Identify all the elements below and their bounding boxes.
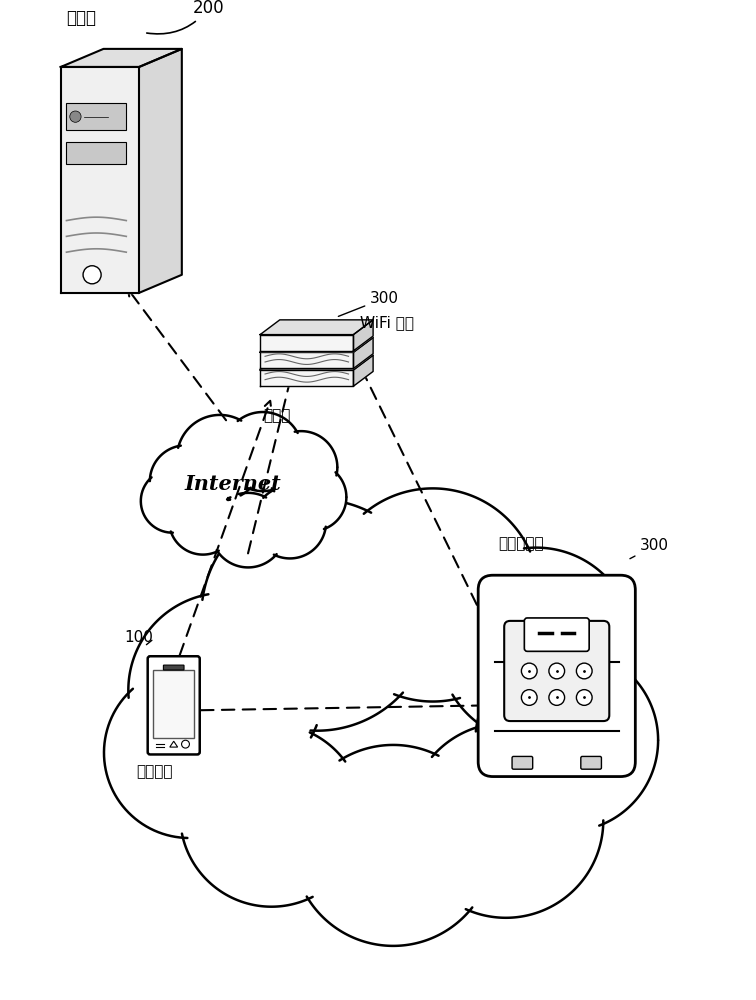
Circle shape xyxy=(549,663,565,679)
Text: WiFi 网络: WiFi 网络 xyxy=(361,315,414,330)
Circle shape xyxy=(439,548,634,742)
Circle shape xyxy=(70,111,81,122)
Circle shape xyxy=(223,412,302,491)
Circle shape xyxy=(522,663,537,679)
Circle shape xyxy=(408,723,603,918)
Circle shape xyxy=(211,493,285,567)
Circle shape xyxy=(104,667,274,838)
Polygon shape xyxy=(260,320,373,335)
Polygon shape xyxy=(354,338,373,368)
Circle shape xyxy=(522,690,537,705)
Text: Internet: Internet xyxy=(184,474,281,494)
Circle shape xyxy=(293,745,494,946)
FancyBboxPatch shape xyxy=(163,665,184,670)
Text: 100: 100 xyxy=(125,630,153,645)
Circle shape xyxy=(279,463,346,531)
FancyBboxPatch shape xyxy=(67,103,126,130)
Circle shape xyxy=(576,663,592,679)
Circle shape xyxy=(476,649,658,832)
FancyBboxPatch shape xyxy=(525,618,589,651)
Polygon shape xyxy=(260,338,373,352)
Polygon shape xyxy=(139,49,181,293)
Circle shape xyxy=(576,690,592,705)
Polygon shape xyxy=(260,370,354,386)
Circle shape xyxy=(327,488,539,702)
Text: 用户终端: 用户终端 xyxy=(136,764,172,779)
FancyBboxPatch shape xyxy=(67,142,126,164)
Polygon shape xyxy=(260,335,354,351)
Circle shape xyxy=(180,724,363,907)
Circle shape xyxy=(265,431,337,503)
Text: 300: 300 xyxy=(630,538,669,559)
Text: 200: 200 xyxy=(147,0,225,34)
Circle shape xyxy=(549,690,565,705)
FancyBboxPatch shape xyxy=(479,575,635,777)
Polygon shape xyxy=(260,355,373,370)
FancyBboxPatch shape xyxy=(147,656,200,754)
Circle shape xyxy=(169,487,237,555)
FancyBboxPatch shape xyxy=(504,621,609,721)
FancyBboxPatch shape xyxy=(512,756,533,769)
Circle shape xyxy=(177,415,263,501)
Text: 服务器: 服务器 xyxy=(66,9,96,27)
Text: 300: 300 xyxy=(339,291,399,316)
Circle shape xyxy=(254,486,326,558)
Polygon shape xyxy=(60,67,139,293)
Text: 路由器: 路由器 xyxy=(263,409,290,424)
Circle shape xyxy=(83,266,101,284)
Circle shape xyxy=(150,445,222,518)
Polygon shape xyxy=(60,49,181,67)
Circle shape xyxy=(129,593,324,788)
Bar xyxy=(153,670,194,738)
Polygon shape xyxy=(354,320,373,351)
Polygon shape xyxy=(260,352,354,368)
Circle shape xyxy=(201,499,432,731)
Polygon shape xyxy=(354,355,373,386)
Circle shape xyxy=(141,469,204,533)
FancyBboxPatch shape xyxy=(581,756,602,769)
Text: 智能电饭锅: 智能电饭锅 xyxy=(497,536,544,551)
